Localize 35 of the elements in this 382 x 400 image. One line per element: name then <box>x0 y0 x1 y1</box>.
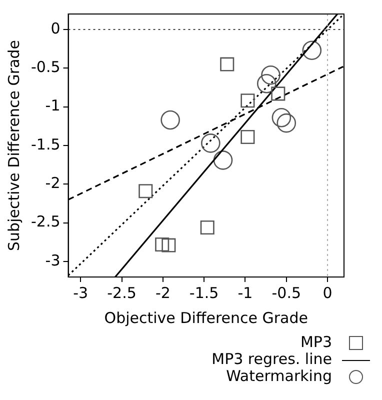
point <box>160 110 180 130</box>
x-tick-label: 0 <box>322 284 332 302</box>
point <box>240 94 255 108</box>
y-tick-label: 0 <box>50 19 60 38</box>
y-tick-label: -2.5 <box>30 212 60 231</box>
point <box>302 40 322 60</box>
y-axis-title: Subjective Difference Grade <box>4 40 23 251</box>
point <box>162 238 176 252</box>
point <box>256 74 276 94</box>
x-tick-label: -3 <box>73 284 88 302</box>
point <box>213 150 233 170</box>
y-tick-label: -1 <box>45 96 60 115</box>
point <box>272 108 292 128</box>
x-tick-label: -0.5 <box>272 284 302 302</box>
legend-label: MP3 <box>300 333 332 351</box>
point <box>201 134 220 153</box>
point <box>138 184 153 198</box>
point <box>271 86 286 101</box>
point <box>261 65 280 85</box>
legend-label: Watermarking <box>226 367 332 385</box>
point <box>240 130 255 144</box>
x-tick-label: -1.5 <box>189 284 219 302</box>
point <box>155 238 170 252</box>
x-tick-label: -2.5 <box>107 284 136 302</box>
x-tick-label: -2 <box>155 284 170 302</box>
y-tick-label: -0.5 <box>30 58 60 76</box>
point <box>276 113 296 133</box>
legend-label: MP3 regres. line <box>212 350 332 368</box>
y-tick-label: -1.5 <box>30 135 60 154</box>
point <box>220 57 234 72</box>
y-tick-label: -2 <box>45 174 60 192</box>
y-tick-label: -3 <box>45 251 60 270</box>
x-axis-title: Objective Difference Grade <box>104 308 308 327</box>
x-tick-label: -1 <box>238 284 253 302</box>
point <box>200 220 214 235</box>
